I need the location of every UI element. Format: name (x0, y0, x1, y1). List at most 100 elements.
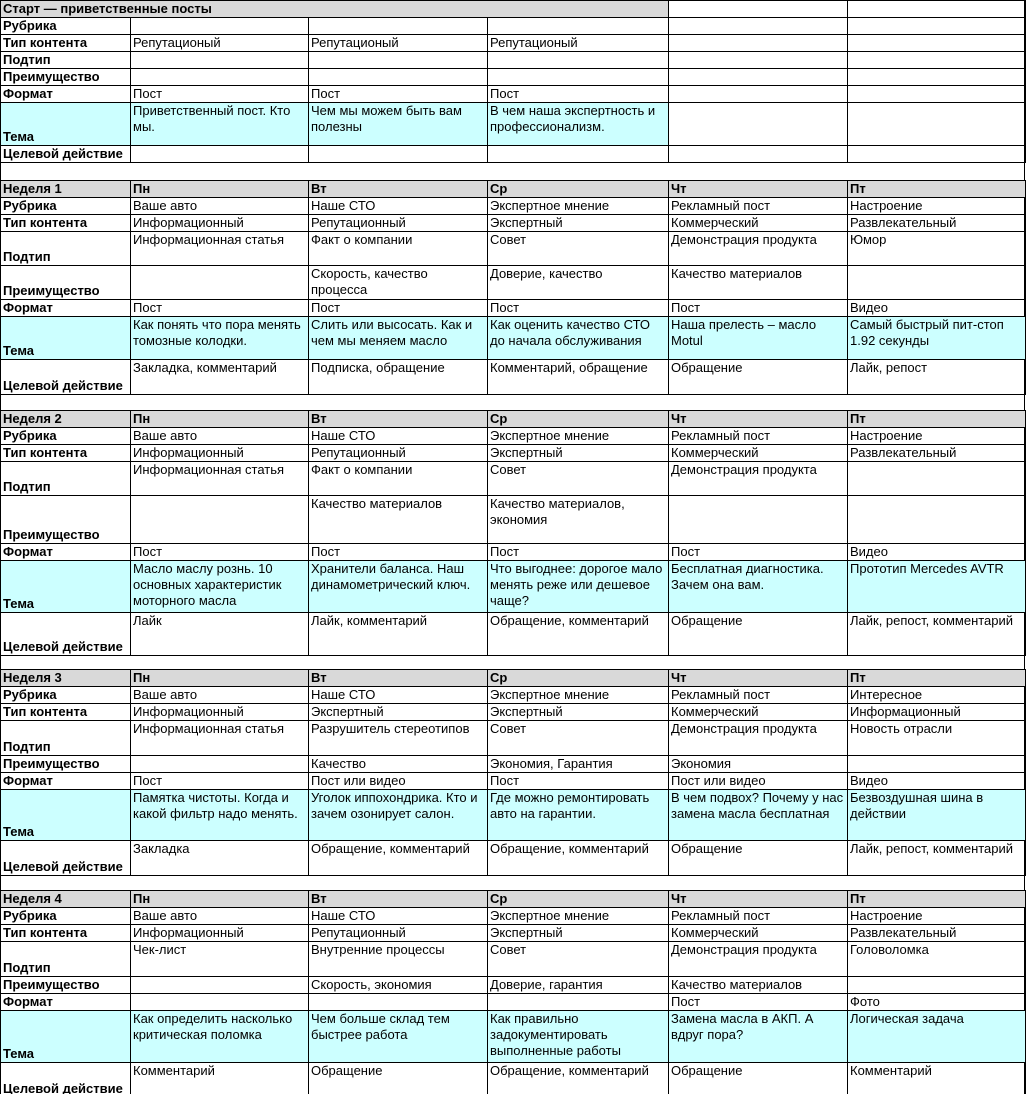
table-cell[interactable] (668, 0, 849, 18)
table-cell[interactable] (847, 102, 1027, 146)
table-cell[interactable]: Совет (487, 231, 669, 266)
day-header[interactable]: Пн (130, 890, 309, 908)
table-cell[interactable]: Подписка, обращение (308, 359, 488, 395)
table-cell[interactable]: Разрушитель стереотипов (308, 720, 488, 756)
section-title[interactable]: Неделя 1 (0, 180, 131, 198)
table-cell[interactable]: Рекламный пост (668, 197, 848, 215)
table-cell[interactable]: Пост (308, 85, 488, 103)
row-label[interactable]: Подтип (0, 461, 131, 496)
row-label[interactable]: Тип контента (0, 444, 131, 462)
row-label[interactable]: Тип контента (0, 703, 131, 721)
table-cell[interactable]: Пост (487, 543, 669, 561)
table-cell[interactable]: Развлекательный (847, 214, 1026, 232)
table-cell[interactable]: Настроение (847, 427, 1026, 445)
section-title[interactable]: Неделя 4 (0, 890, 131, 908)
row-label[interactable]: Тип контента (0, 924, 131, 942)
table-cell[interactable]: Информационный (130, 444, 309, 462)
table-cell[interactable]: Экспертный (308, 703, 488, 721)
table-cell[interactable]: Пост (130, 85, 309, 103)
day-header[interactable]: Чт (668, 410, 848, 428)
table-cell[interactable]: Экспертный (487, 444, 669, 462)
table-cell[interactable]: Информационная статья (130, 461, 309, 496)
table-cell[interactable]: Наша прелесть – масло Motul (668, 316, 848, 360)
table-cell[interactable]: В чем подвох? Почему у нас замена масла … (668, 789, 848, 841)
day-header[interactable]: Пт (847, 410, 1026, 428)
table-cell[interactable] (668, 34, 849, 52)
row-label[interactable]: Формат (0, 993, 131, 1011)
table-cell[interactable] (308, 993, 488, 1011)
row-label[interactable]: Формат (0, 299, 131, 317)
table-cell[interactable]: Лайк, репост, комментарий (847, 840, 1026, 876)
table-cell[interactable]: Совет (487, 720, 669, 756)
table-cell[interactable] (486, 68, 670, 86)
row-label[interactable]: Тема (0, 789, 131, 841)
table-cell[interactable]: Приветственный пост. Кто мы. (130, 102, 309, 146)
table-cell[interactable]: Информационный (847, 703, 1026, 721)
table-cell[interactable]: Замена масла в АКП. А вдруг пора? (668, 1010, 848, 1063)
table-cell[interactable]: Слить или высосать. Как и чем мы меняем … (308, 316, 488, 360)
table-cell[interactable]: Демонстрация продукта (668, 720, 848, 756)
row-label[interactable]: Формат (0, 85, 131, 103)
table-cell[interactable] (668, 145, 849, 163)
table-cell[interactable]: Экономия (668, 755, 848, 773)
table-cell[interactable]: Обращение (668, 840, 848, 876)
day-header[interactable]: Чт (668, 669, 848, 687)
section-title[interactable]: Старт — приветственные посты (0, 0, 670, 18)
table-cell[interactable] (130, 755, 309, 773)
table-cell[interactable]: Как правильно задокументировать выполнен… (487, 1010, 669, 1063)
row-label[interactable]: Целевой действие (0, 359, 131, 395)
row-label[interactable]: Рубрика (0, 907, 131, 925)
table-cell[interactable]: Пост (308, 543, 488, 561)
table-cell[interactable] (486, 17, 670, 35)
table-cell[interactable]: Демонстрация продукта (668, 231, 848, 266)
row-label[interactable]: Подтип (0, 720, 131, 756)
table-cell[interactable]: Прототип Mercedes AVTR (847, 560, 1026, 613)
table-cell[interactable]: Закладка (130, 840, 309, 876)
table-cell[interactable]: Информационная статья (130, 720, 309, 756)
table-cell[interactable]: Что выгоднее: дорогое мало менять реже и… (487, 560, 669, 613)
table-cell[interactable] (847, 976, 1026, 994)
table-cell[interactable]: Головоломка (847, 941, 1026, 977)
table-cell[interactable]: Экспертное мнение (487, 686, 669, 704)
table-cell[interactable]: Чек-лист (130, 941, 309, 977)
day-header[interactable]: Вт (308, 180, 488, 198)
table-cell[interactable]: Обращение (668, 612, 848, 656)
table-cell[interactable]: Видео (847, 772, 1026, 790)
table-cell[interactable]: Логическая задача (847, 1010, 1026, 1063)
table-cell[interactable]: Репутационый (308, 34, 488, 52)
table-cell[interactable] (847, 34, 1027, 52)
table-cell[interactable]: Репутационый (486, 34, 670, 52)
row-label[interactable]: Тема (0, 102, 131, 146)
table-cell[interactable]: Где можно ремонтировать авто на гарантии… (487, 789, 669, 841)
table-cell[interactable]: Бесплатная диагностика. Зачем она вам. (668, 560, 848, 613)
table-cell[interactable]: Ваше авто (130, 197, 309, 215)
row-label[interactable]: Рубрика (0, 686, 131, 704)
day-header[interactable]: Ср (487, 180, 669, 198)
table-cell[interactable]: Информационный (130, 214, 309, 232)
table-cell[interactable]: Пост или видео (308, 772, 488, 790)
table-cell[interactable]: Интересное (847, 686, 1026, 704)
table-cell[interactable]: Экспертный (487, 924, 669, 942)
row-label[interactable]: Формат (0, 772, 131, 790)
day-header[interactable]: Вт (308, 669, 488, 687)
table-cell[interactable]: Лайк, репост (847, 359, 1026, 395)
day-header[interactable]: Пн (130, 669, 309, 687)
table-cell[interactable]: Пост (487, 299, 669, 317)
table-cell[interactable] (847, 461, 1026, 496)
table-cell[interactable]: Рекламный пост (668, 907, 848, 925)
table-cell[interactable] (308, 17, 488, 35)
table-cell[interactable]: Скорость, качество процесса (308, 265, 488, 300)
table-cell[interactable]: Комментарий (130, 1062, 309, 1094)
table-cell[interactable]: Репутационный (308, 214, 488, 232)
day-header[interactable]: Пн (130, 180, 309, 198)
day-header[interactable]: Пт (847, 890, 1026, 908)
table-cell[interactable]: Обращение, комментарий (487, 612, 669, 656)
table-cell[interactable]: Рекламный пост (668, 686, 848, 704)
table-cell[interactable]: Совет (487, 941, 669, 977)
table-cell[interactable]: Пост (668, 993, 848, 1011)
row-label[interactable]: Рубрика (0, 197, 131, 215)
table-cell[interactable] (308, 145, 488, 163)
table-cell[interactable]: Рекламный пост (668, 427, 848, 445)
row-label[interactable]: Целевой действие (0, 145, 131, 163)
table-cell[interactable]: Чем больше склад тем быстрее работа (308, 1010, 488, 1063)
